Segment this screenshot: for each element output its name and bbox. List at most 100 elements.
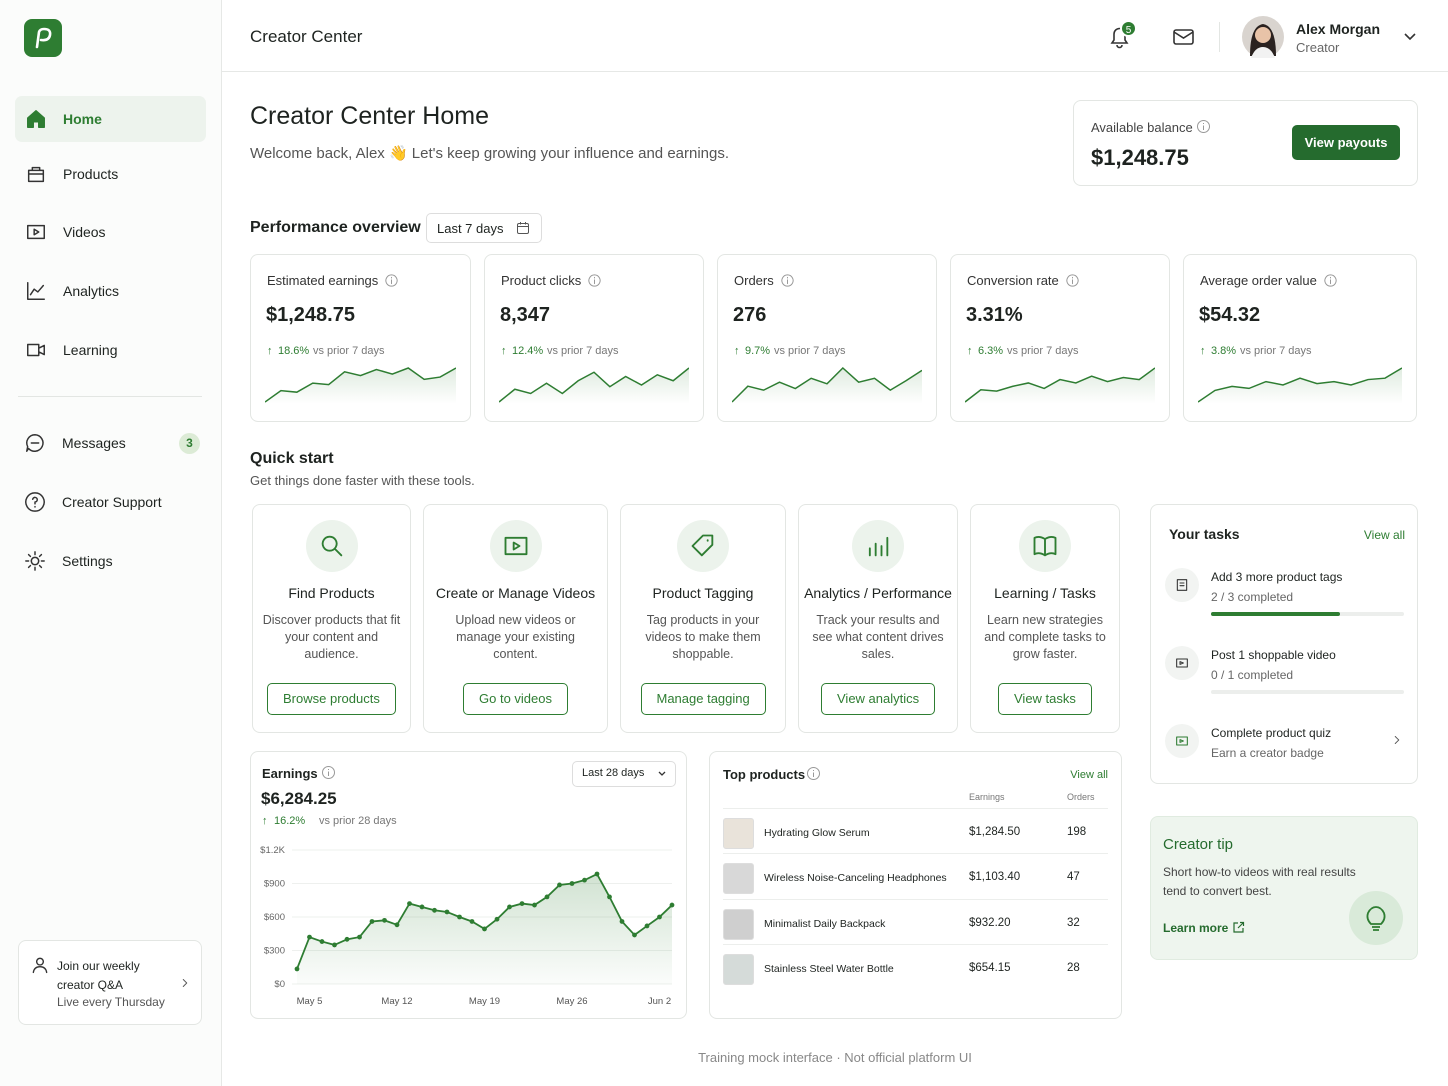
info-icon-shape [1066,274,1079,287]
nav-badge: 3 [179,433,200,454]
sparkline-area [499,368,689,404]
earnings-range-select[interactable] [572,761,676,787]
nav-item[interactable]: Settings [62,553,113,569]
tip-link[interactable]: Learn more [1163,921,1229,935]
task-icon-shape [1176,736,1188,746]
row-divider [723,944,1108,945]
product-name: Hydrating Glow Serum [764,827,870,839]
tool-title: Analytics / Performance [804,585,952,601]
x-tick-label: May 12 [381,996,412,1007]
tool-button[interactable]: Manage tagging [640,683,766,715]
point [444,909,450,915]
nav-icon [27,282,45,300]
product-thumbnail [723,818,754,849]
sparkline-area [1198,368,1402,404]
logo-icon [35,27,52,49]
point [632,932,637,938]
product-thumbnail [723,909,754,940]
nav-active-bg[interactable] [15,96,206,142]
promo-card[interactable] [18,940,202,1025]
sparkline-line [499,367,689,403]
tool-title: Product Tagging [652,585,754,601]
product-orders: 28 [1067,962,1080,974]
sparkline-area [732,368,922,404]
y-tick-label: $1.2K [260,845,285,856]
tool-button[interactable]: View tasks [998,683,1092,715]
point [294,966,300,972]
nav-item[interactable]: Products [63,166,119,182]
point [382,917,387,923]
nav-icon-shape [27,343,45,357]
nav-icon [27,166,45,183]
range-select[interactable] [426,213,542,243]
user-role: Creator [1296,40,1340,55]
range-select-label: Last 7 days [437,221,504,236]
row-divider [723,853,1108,854]
nav-item[interactable]: Videos [63,224,106,240]
task-title: Complete product quiz [1211,726,1332,740]
tool-description: Discover products that fit your content … [262,613,401,661]
metric-compare: vs prior 7 days [1240,345,1312,357]
page-title: Creator Center Home [250,102,489,130]
info-icon [1324,274,1337,287]
tip-text: Short how-to videos with real results te… [1163,865,1356,898]
column-header: Earnings [969,792,1005,802]
product-name: Wireless Noise-Canceling Headphones [764,872,947,884]
sparkline-area [965,368,1155,404]
metric-label: Estimated earnings [267,273,379,288]
earnings-change: 16.2% [274,815,306,827]
nav-icon-shape [27,224,45,240]
user-menu-chevron[interactable] [1402,30,1418,44]
metric-change: 9.7% [745,345,771,357]
metric-compare: vs prior 7 days [1007,345,1079,357]
point [544,894,550,900]
change-arrow: ↑ [734,345,740,357]
row-divider [723,899,1108,900]
task-status: 2 / 3 completed [1211,590,1294,604]
product-thumbnail [723,954,754,985]
nav-icon-shape [26,434,44,452]
nav-item[interactable]: Learning [63,342,118,358]
tool-description: Learn new strategies and complete tasks … [984,613,1106,661]
sparkline [965,367,1155,404]
tool-icon [504,536,527,556]
x-tick-label: May 5 [297,996,323,1007]
nav-item[interactable]: Home [63,111,102,127]
point [344,936,350,942]
tool-button[interactable]: Go to videos [463,683,568,715]
tool-icon-bg [305,520,358,572]
top-products-view-all[interactable]: View all [1070,769,1108,781]
nav-item[interactable]: Creator Support [62,494,162,510]
avatar[interactable] [1242,16,1284,58]
nav-icon-shape [25,551,45,571]
nav-item[interactable]: Messages [62,435,126,451]
info-icon-shape [588,274,601,287]
footer-note: Training mock interface · Not official p… [698,1050,972,1065]
top-products-panel [709,751,1122,1019]
info-icon [385,274,398,287]
mail-icon[interactable] [1171,25,1197,49]
y-tick-label: $300 [264,946,285,957]
earnings-change-arrow: ↑ [262,815,268,827]
task-icon [1176,579,1188,591]
task-icon-shape [1176,658,1188,668]
point [582,877,587,883]
tool-description: Tag products in your videos to make them… [645,613,761,661]
view-payouts-button[interactable]: View payouts [1292,125,1400,160]
tool-icon-shape [868,536,889,557]
tool-icon-bg [489,520,542,572]
point [594,871,600,877]
point [369,919,375,924]
logo[interactable] [24,19,62,57]
quick-start-title: Quick start [250,450,334,467]
tool-button[interactable]: Browse products [267,683,396,715]
tool-title: Learning / Tasks [994,585,1096,601]
calendar-icon [517,222,529,234]
nav-item[interactable]: Analytics [63,283,120,299]
info-icon-shape [385,274,398,287]
task-icon-shape [1176,579,1188,591]
tool-button[interactable]: View analytics [821,683,936,715]
balance-value: $1,248.75 [1091,145,1189,170]
tasks-view-all[interactable]: View all [1363,528,1405,542]
